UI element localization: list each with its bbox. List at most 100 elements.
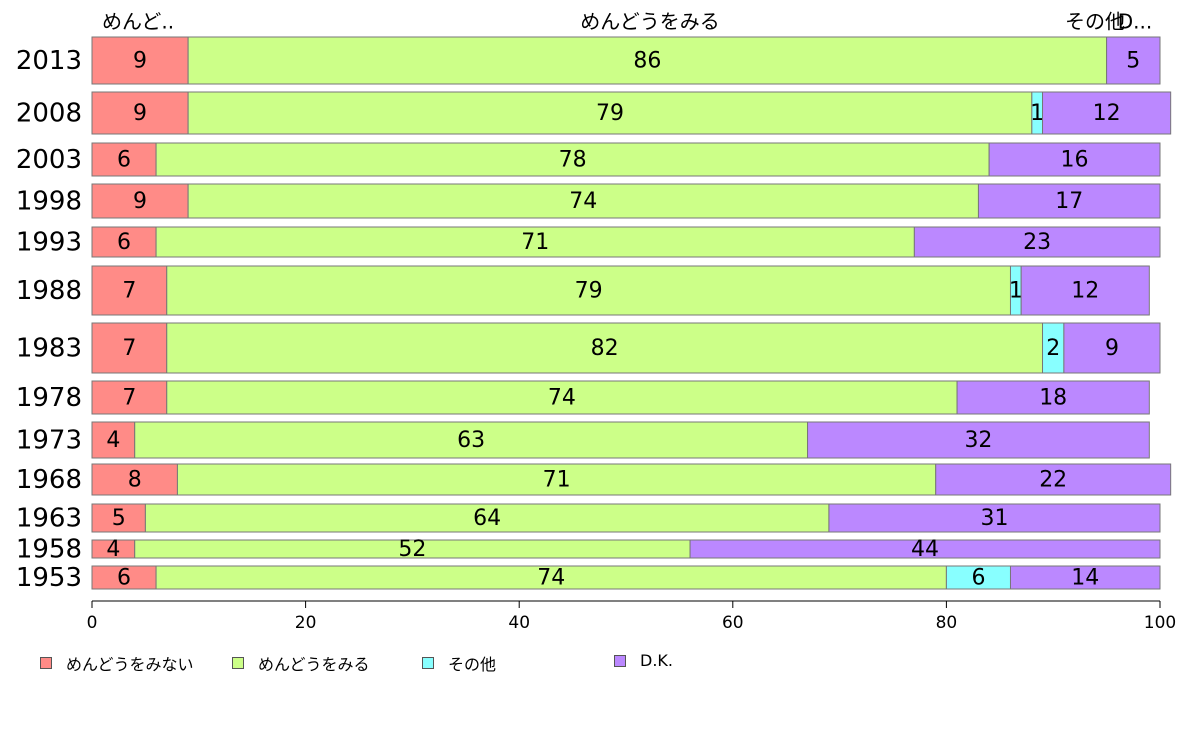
legend-label: めんどうをみない [66, 655, 194, 674]
bar-segment [134, 421, 809, 459]
legend-item: めんどうをみる [232, 651, 370, 675]
data-label: 4 [106, 537, 120, 562]
legend-item: D.K. [614, 651, 673, 670]
category-label: 1998 [16, 187, 82, 217]
top-label: D... [1118, 10, 1152, 34]
data-label: 74 [569, 189, 597, 214]
data-label: 2 [1046, 336, 1060, 361]
category-label: 1953 [16, 563, 82, 593]
legend-label: その他 [448, 655, 497, 674]
data-label: 6 [117, 566, 131, 591]
category-label: 1973 [16, 426, 82, 456]
data-label: 18 [1039, 386, 1067, 411]
bar-segment [1063, 322, 1161, 374]
legend-item: その他 [422, 651, 496, 675]
legend-swatch [614, 654, 626, 667]
data-label: 7 [122, 279, 136, 304]
data-label: 63 [457, 428, 485, 453]
bar-segment [176, 463, 937, 496]
data-label: 6 [117, 230, 131, 255]
bar-segment [1106, 36, 1161, 85]
bar-segment [807, 421, 1150, 459]
bar-segment [91, 380, 168, 415]
data-label: 23 [1023, 230, 1051, 255]
data-label: 6 [117, 148, 131, 173]
bar-segment [91, 142, 157, 177]
bar-segment [187, 36, 1108, 85]
legend: めんどうをみない めんどうをみる その他 D.K. [40, 651, 1140, 675]
bar-segment [91, 322, 168, 374]
bar-segment [977, 183, 1161, 219]
bar-segment [91, 36, 189, 85]
bar-segment [913, 226, 1161, 258]
category-label: 1993 [16, 228, 82, 258]
bar-segment [988, 142, 1161, 177]
x-tick-label: 80 [936, 613, 958, 633]
category-label: 1958 [16, 535, 82, 565]
data-label: 4 [106, 428, 120, 453]
bar-segment [689, 539, 1161, 559]
data-label: 5 [112, 506, 126, 531]
category-label: 1963 [16, 504, 82, 534]
bar-segment [166, 322, 1044, 374]
data-label: 7 [122, 336, 136, 361]
category-label: 2003 [16, 145, 82, 175]
top-label: その他 [1065, 10, 1125, 34]
data-label: 71 [543, 468, 571, 493]
data-label: 6 [971, 566, 985, 591]
bar-segment [91, 463, 178, 496]
bar-segment [166, 380, 958, 415]
category-label: 1978 [16, 383, 82, 413]
data-label: 22 [1039, 468, 1067, 493]
data-label: 64 [473, 506, 501, 531]
legend-label: めんどうをみる [258, 655, 370, 674]
data-label: 9 [133, 49, 147, 74]
legend-swatch [232, 657, 244, 669]
data-label: 71 [521, 230, 549, 255]
data-label: 14 [1071, 566, 1099, 591]
data-label: 9 [1105, 336, 1119, 361]
bar-segment [187, 183, 979, 219]
bar-segment [155, 226, 915, 258]
bar-segment [187, 91, 1033, 135]
x-tick-label: 0 [87, 613, 98, 633]
category-label: 2013 [16, 46, 82, 76]
legend-item: めんどうをみない [40, 651, 194, 675]
data-label: 86 [633, 49, 661, 74]
data-label: 8 [128, 468, 142, 493]
data-label: 79 [596, 101, 624, 126]
data-label: 9 [133, 101, 147, 126]
category-label: 1968 [16, 465, 82, 495]
x-tick-label: 20 [295, 613, 317, 633]
bar-segment [828, 503, 1161, 533]
bar-segment [91, 503, 146, 533]
category-label: 1983 [16, 334, 82, 364]
legend-swatch [40, 657, 52, 669]
data-label: 74 [548, 386, 576, 411]
data-label: 1 [1009, 279, 1023, 304]
legend-label: D.K. [640, 651, 673, 670]
legend-swatch [422, 657, 434, 669]
x-tick-label: 60 [722, 613, 744, 633]
top-label: めんどうをみる [580, 10, 719, 34]
data-label: 52 [398, 537, 426, 562]
bar-segment [144, 503, 830, 533]
bar-segment [91, 265, 168, 316]
bar-segment [91, 421, 136, 459]
data-label: 44 [911, 537, 939, 562]
bar-segment [1042, 91, 1172, 135]
x-tick-label: 40 [508, 613, 530, 633]
data-label: 17 [1055, 189, 1083, 214]
data-label: 74 [537, 566, 565, 591]
data-label: 79 [575, 279, 603, 304]
data-label: 31 [980, 506, 1008, 531]
bar-segment [166, 265, 1011, 316]
data-label: 12 [1093, 101, 1121, 126]
top-label: めんど.. [102, 10, 174, 34]
data-label: 12 [1071, 279, 1099, 304]
x-tick-label: 100 [1144, 613, 1176, 633]
data-label: 7 [122, 386, 136, 411]
bar-segment [91, 226, 157, 258]
bar-segment [1009, 565, 1161, 590]
